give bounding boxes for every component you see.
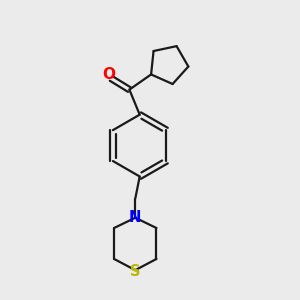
Text: O: O bbox=[102, 68, 115, 82]
Text: S: S bbox=[130, 264, 140, 279]
Text: N: N bbox=[129, 210, 142, 225]
